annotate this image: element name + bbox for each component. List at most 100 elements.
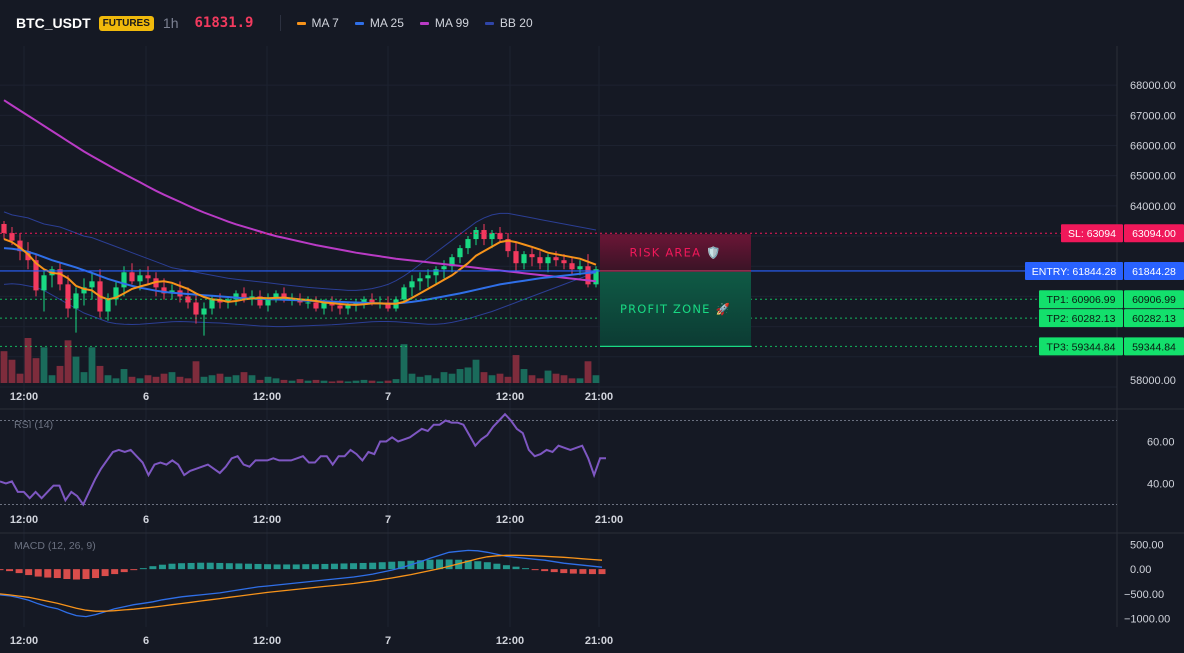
volume-bar [0, 351, 8, 383]
candle-body[interactable] [457, 248, 463, 258]
volume-bar [160, 373, 168, 383]
candle-body[interactable] [57, 269, 63, 285]
time-axis-tick: 21:00 [595, 514, 623, 526]
candle-body[interactable] [17, 240, 23, 252]
candle-body[interactable] [33, 260, 39, 291]
candle-body[interactable] [561, 260, 567, 264]
candle-body[interactable] [401, 287, 407, 300]
macd-histogram-bar [139, 568, 147, 570]
volume-bar [456, 369, 464, 383]
candle-body[interactable] [409, 281, 415, 288]
macd-histogram-bar [168, 563, 176, 570]
candle-body[interactable] [65, 284, 71, 309]
macd-histogram-bar [158, 564, 166, 570]
macd-histogram-bar [350, 563, 358, 570]
candle-body[interactable] [529, 254, 535, 258]
candle-body[interactable] [521, 254, 527, 264]
candlesticks[interactable] [1, 220, 599, 336]
candle-body[interactable] [441, 266, 447, 270]
candle-body[interactable] [209, 299, 215, 309]
candle-body[interactable] [105, 299, 111, 312]
candle-body[interactable] [1, 223, 7, 234]
candle-body[interactable] [313, 302, 319, 309]
time-axis-tick: 12:00 [253, 514, 281, 526]
candle-body[interactable] [577, 266, 583, 270]
volume-bars [0, 338, 600, 383]
price-axis-tick: 65000.00 [1130, 171, 1176, 183]
legend-ma99[interactable]: MA 99 [419, 16, 469, 30]
candle-body[interactable] [233, 293, 239, 300]
candle-body[interactable] [513, 251, 519, 264]
candle-body[interactable] [129, 272, 135, 282]
candle-body[interactable] [121, 272, 127, 288]
legend-bb20[interactable]: BB 20 [484, 16, 533, 30]
candle-body[interactable] [505, 239, 511, 252]
time-axis-tick: 7 [385, 391, 391, 403]
candle-body[interactable] [241, 293, 247, 300]
volume-bar [272, 378, 280, 383]
macd-histogram-bar [416, 560, 424, 570]
candle-body[interactable] [489, 233, 495, 240]
candle-body[interactable] [201, 308, 207, 315]
candle-body[interactable] [385, 302, 391, 309]
legend-ma7[interactable]: MA 7 [296, 16, 339, 30]
candle-body[interactable] [185, 296, 191, 303]
time-axis-tick: 12:00 [496, 514, 524, 526]
sl-price-tag-bg [1124, 224, 1184, 243]
time-axis-tick: 12:00 [10, 514, 38, 526]
candle-body[interactable] [81, 287, 87, 294]
candle-body[interactable] [569, 263, 575, 270]
candle-body[interactable] [137, 275, 143, 282]
candle-body[interactable] [113, 287, 119, 300]
candle-body[interactable] [585, 266, 591, 285]
candle-body[interactable] [281, 293, 287, 300]
candle-body[interactable] [481, 230, 487, 240]
volume-bar [368, 380, 376, 383]
candle-body[interactable] [41, 275, 47, 291]
volume-bar [288, 380, 296, 383]
candle-body[interactable] [433, 269, 439, 276]
candle-body[interactable] [305, 302, 311, 304]
legend-ma25[interactable]: MA 25 [354, 16, 404, 30]
candle-body[interactable] [361, 299, 367, 303]
candle-body[interactable] [345, 305, 351, 309]
time-axis-tick: 6 [143, 391, 149, 403]
candle-body[interactable] [425, 275, 431, 279]
candle-body[interactable] [193, 302, 199, 315]
candle-body[interactable] [465, 239, 471, 249]
volume-bar [528, 375, 536, 383]
candle-body[interactable] [369, 299, 375, 303]
candle-body[interactable] [9, 233, 15, 241]
macd-histogram-bar [378, 562, 386, 570]
volume-bar [104, 375, 112, 383]
candle-body[interactable] [73, 293, 79, 309]
volume-bar [584, 361, 592, 383]
candle-body[interactable] [553, 257, 559, 261]
candle-body[interactable] [145, 275, 151, 279]
candle-body[interactable] [593, 269, 599, 285]
macd-axis-tick: 0.00 [1130, 564, 1151, 576]
volume-bar [320, 380, 328, 383]
candle-body[interactable] [473, 230, 479, 240]
candle-body[interactable] [449, 257, 455, 267]
candle-body[interactable] [273, 293, 279, 300]
volume-bar [240, 372, 248, 383]
timeframe-label[interactable]: 1h [162, 15, 179, 31]
candle-body[interactable] [337, 305, 343, 309]
volume-bar [16, 373, 24, 383]
candle-body[interactable] [161, 287, 167, 294]
entry-tag: ENTRY: 61844.28 [1032, 266, 1117, 278]
candle-body[interactable] [257, 296, 263, 306]
candle-body[interactable] [537, 257, 543, 264]
candle-body[interactable] [417, 278, 423, 282]
candle-body[interactable] [89, 281, 95, 288]
candle-body[interactable] [545, 257, 551, 264]
volume-bar [512, 355, 520, 383]
candle-body[interactable] [497, 233, 503, 240]
volume-bar [504, 376, 512, 383]
symbol-name[interactable]: BTC_USDT [16, 15, 91, 31]
candle-body[interactable] [265, 299, 271, 306]
candle-body[interactable] [321, 302, 327, 309]
macd-histogram-bar [92, 569, 100, 579]
